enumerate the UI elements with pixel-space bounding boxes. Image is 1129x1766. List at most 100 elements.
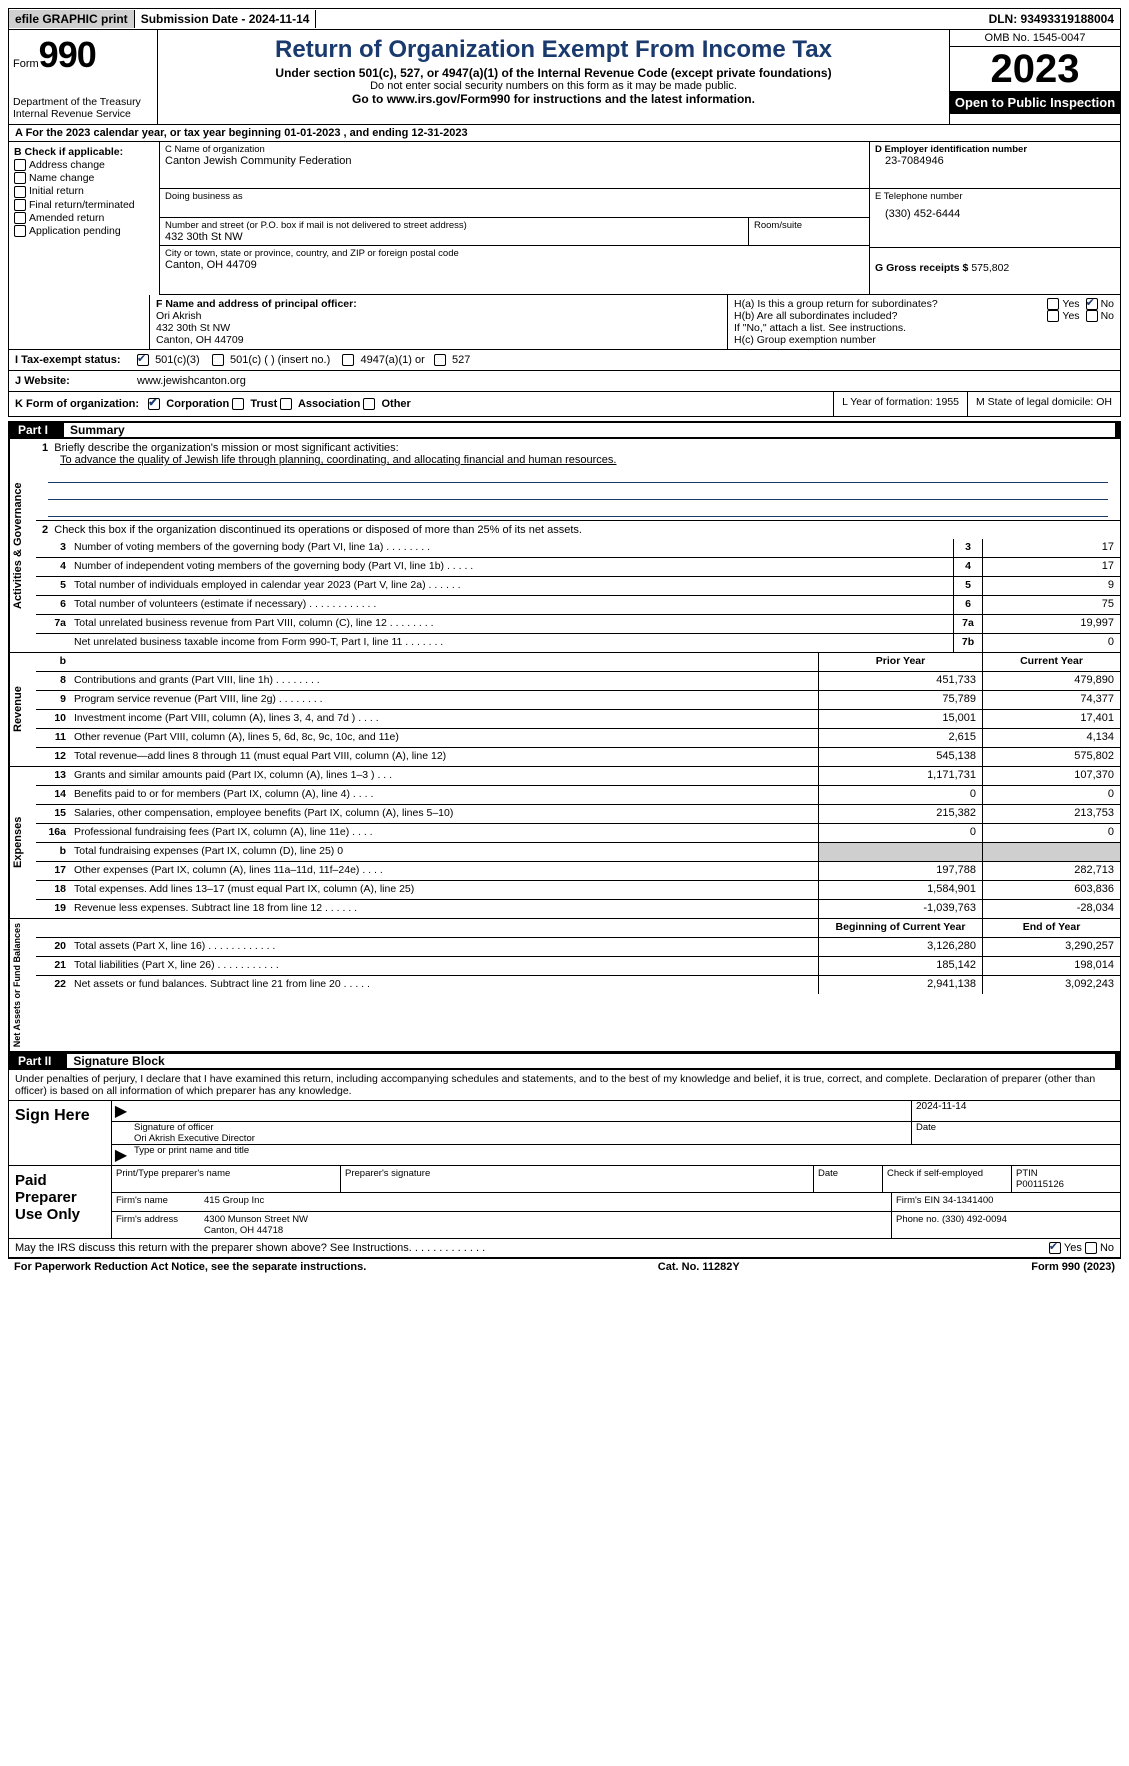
gross-receipts-label: G Gross receipts $ xyxy=(875,262,968,274)
state-domicile: M State of legal domicile: OH xyxy=(967,392,1120,416)
org-name-label: C Name of organization xyxy=(165,144,864,155)
end-year-header: End of Year xyxy=(982,919,1120,937)
goto-link[interactable]: Go to www.irs.gov/Form990 for instructio… xyxy=(166,92,941,106)
table-row: 15Salaries, other compensation, employee… xyxy=(36,805,1120,824)
table-row: 22Net assets or fund balances. Subtract … xyxy=(36,976,1120,994)
table-row: 14Benefits paid to or for members (Part … xyxy=(36,786,1120,805)
top-bar: efile GRAPHIC print Submission Date - 20… xyxy=(8,8,1121,30)
room-label: Room/suite xyxy=(754,220,864,231)
website-label: J Website: xyxy=(9,371,131,391)
officer-group-row: F Name and address of principal officer:… xyxy=(8,295,1121,350)
527-checkbox[interactable] xyxy=(434,354,446,366)
association-checkbox[interactable] xyxy=(280,398,292,410)
table-row: 12Total revenue—add lines 8 through 11 (… xyxy=(36,748,1120,766)
final-return-checkbox[interactable] xyxy=(14,199,26,211)
initial-return-checkbox[interactable] xyxy=(14,186,26,198)
officer-addr1: 432 30th St NW xyxy=(156,322,721,334)
mission-label: Briefly describe the organization's miss… xyxy=(54,442,398,454)
table-row: 13Grants and similar amounts paid (Part … xyxy=(36,767,1120,786)
ein: 23-7084946 xyxy=(875,155,1115,167)
amended-return-checkbox[interactable] xyxy=(14,212,26,224)
ptin: P00115126 xyxy=(1016,1179,1064,1190)
beg-year-header: Beginning of Current Year xyxy=(818,919,982,937)
501c-checkbox[interactable] xyxy=(212,354,224,366)
dln: DLN: 93493319188004 xyxy=(983,10,1120,28)
hb-no-checkbox[interactable] xyxy=(1086,310,1098,322)
city-state-zip: Canton, OH 44709 xyxy=(165,259,864,271)
expenses-label: Expenses xyxy=(9,767,36,918)
application-pending-checkbox[interactable] xyxy=(14,225,26,237)
summary-revenue: Revenue b Prior Year Current Year 8Contr… xyxy=(8,653,1121,767)
summary-governance: Activities & Governance 1 Briefly descri… xyxy=(8,439,1121,653)
ssn-note: Do not enter social security numbers on … xyxy=(166,80,941,92)
current-year-header: Current Year xyxy=(982,653,1120,671)
form-header: Form990 Department of the Treasury Inter… xyxy=(8,30,1121,125)
column-b-checkboxes: B Check if applicable: Address change Na… xyxy=(9,142,160,295)
officer-label: F Name and address of principal officer: xyxy=(156,298,357,310)
hb-yes-checkbox[interactable] xyxy=(1047,310,1059,322)
table-row: Net unrelated business taxable income fr… xyxy=(36,634,1120,652)
form-title: Return of Organization Exempt From Incom… xyxy=(166,36,941,64)
tax-year: 2023 xyxy=(950,47,1120,91)
efile-print-button[interactable]: efile GRAPHIC print xyxy=(9,10,135,28)
table-row: 19Revenue less expenses. Subtract line 1… xyxy=(36,900,1120,918)
discuss-question: May the IRS discuss this return with the… xyxy=(15,1242,1049,1254)
form-id: Form 990 (2023) xyxy=(1031,1261,1115,1273)
ein-label: D Employer identification number xyxy=(875,144,1115,155)
table-row: 21Total liabilities (Part X, line 26) . … xyxy=(36,957,1120,976)
entity-block: B Check if applicable: Address change Na… xyxy=(8,142,1121,295)
summary-expenses: Expenses 13Grants and similar amounts pa… xyxy=(8,767,1121,919)
name-change-checkbox[interactable] xyxy=(14,172,26,184)
ha-no-checkbox[interactable] xyxy=(1086,298,1098,310)
table-row: 10Investment income (Part VIII, column (… xyxy=(36,710,1120,729)
discuss-yes-checkbox[interactable] xyxy=(1049,1242,1061,1254)
line2-text: Check this box if the organization disco… xyxy=(54,524,582,536)
firm-ein: 34-1341400 xyxy=(943,1195,994,1206)
table-row: 4Number of independent voting members of… xyxy=(36,558,1120,577)
table-row: 3Number of voting members of the governi… xyxy=(36,539,1120,558)
other-checkbox[interactable] xyxy=(363,398,375,410)
cat-no: Cat. No. 11282Y xyxy=(658,1261,740,1273)
table-row: 6Total number of volunteers (estimate if… xyxy=(36,596,1120,615)
officer-signature: Ori Akrish Executive Director xyxy=(134,1133,255,1144)
phone-label: E Telephone number xyxy=(875,191,1115,202)
501c3-checkbox[interactable] xyxy=(137,354,149,366)
tes-label: I Tax-exempt status: xyxy=(9,350,131,370)
table-row: 17Other expenses (Part IX, column (A), l… xyxy=(36,862,1120,881)
table-row: 16aProfessional fundraising fees (Part I… xyxy=(36,824,1120,843)
address-change-checkbox[interactable] xyxy=(14,159,26,171)
omb-number: OMB No. 1545-0047 xyxy=(950,30,1120,47)
governance-label: Activities & Governance xyxy=(9,439,36,652)
table-row: 20Total assets (Part X, line 16) . . . .… xyxy=(36,938,1120,957)
4947-checkbox[interactable] xyxy=(342,354,354,366)
hb-note: If "No," attach a list. See instructions… xyxy=(734,322,1114,334)
table-row: 7aTotal unrelated business revenue from … xyxy=(36,615,1120,634)
hc-label: H(c) Group exemption number xyxy=(734,334,1114,346)
paid-preparer-label: Paid Preparer Use Only xyxy=(9,1166,112,1238)
website-value: www.jewishcanton.org xyxy=(131,371,1120,391)
open-to-public: Open to Public Inspection xyxy=(950,91,1120,114)
discuss-no-checkbox[interactable] xyxy=(1085,1242,1097,1254)
dba-label: Doing business as xyxy=(165,191,864,202)
corporation-checkbox[interactable] xyxy=(148,398,160,410)
firm-phone: (330) 492-0094 xyxy=(942,1214,1007,1225)
table-row: 9Program service revenue (Part VIII, lin… xyxy=(36,691,1120,710)
prior-year-header: Prior Year xyxy=(818,653,982,671)
ha-yes-checkbox[interactable] xyxy=(1047,298,1059,310)
table-row: 8Contributions and grants (Part VIII, li… xyxy=(36,672,1120,691)
submission-date: Submission Date - 2024-11-14 xyxy=(135,10,317,28)
officer-name: Ori Akrish xyxy=(156,310,721,322)
netassets-label: Net Assets or Fund Balances xyxy=(9,919,36,1051)
firm-addr1: 4300 Munson Street NW xyxy=(204,1214,308,1225)
form-label: Form xyxy=(13,58,39,70)
ha-label: H(a) Is this a group return for subordin… xyxy=(734,298,1047,310)
k-label: K Form of organization: xyxy=(15,398,139,410)
street-label: Number and street (or P.O. box if mail i… xyxy=(165,220,743,231)
signature-block: Under penalties of perjury, I declare th… xyxy=(8,1070,1121,1258)
phone: (330) 452-6444 xyxy=(875,202,1115,220)
table-row: 11Other revenue (Part VIII, column (A), … xyxy=(36,729,1120,748)
trust-checkbox[interactable] xyxy=(232,398,244,410)
form-number: 990 xyxy=(39,34,96,75)
revenue-label: Revenue xyxy=(9,653,36,766)
treasury-dept: Department of the Treasury Internal Reve… xyxy=(13,96,153,120)
